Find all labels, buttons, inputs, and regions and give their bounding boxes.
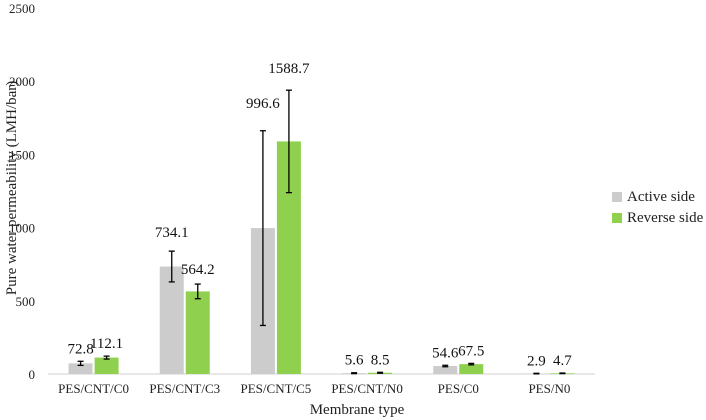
legend-swatch-1 [612,213,622,223]
x-tick-label: PES/C0 [438,381,479,396]
bars [68,141,575,374]
x-tick-label: PES/CNT/C3 [149,381,220,396]
x-tick-label: PES/N0 [528,381,570,396]
y-tick-label: 1000 [9,221,35,236]
y-axis-title: Pure water permeability (LMH/bar) [4,81,20,296]
legend-swatch-0 [612,192,622,202]
bar-reverse-4 [459,364,484,374]
data-label: 1588.7 [268,61,310,77]
y-axis-ticks: 0 500 1000 1500 2000 2500 [9,1,35,382]
x-axis-title: Membrane type [310,402,405,418]
y-tick-label: 0 [29,367,36,382]
data-label: 2.9 [527,353,546,369]
y-tick-label: 2500 [9,1,35,16]
bar-reverse-1 [185,291,210,374]
data-label: 996.6 [246,96,280,112]
legend: Active side Reverse side [612,189,704,226]
x-tick-label: PES/CNT/C5 [241,381,312,396]
error-bars [77,89,566,375]
bar-active-1 [159,266,184,374]
x-axis-ticks: PES/CNT/C0 PES/CNT/C3 PES/CNT/C5 PES/CNT/N0… [58,381,570,396]
x-tick-label: PES/CNT/N0 [331,381,403,396]
data-label: 112.1 [90,336,123,352]
bar-reverse-0 [94,357,119,374]
data-label: 564.2 [181,262,215,278]
bar-active-0 [68,363,93,374]
data-label: 4.7 [553,353,572,369]
x-tick-label: PES/CNT/C0 [58,381,129,396]
data-label: 54.6 [432,345,459,361]
y-tick-label: 500 [16,294,36,309]
data-label: 72.8 [67,341,93,357]
data-label: 8.5 [371,352,390,368]
data-label: 5.6 [345,353,364,369]
data-label: 734.1 [155,225,189,241]
legend-label-1: Reverse side [627,210,704,226]
data-label: 67.5 [458,343,484,359]
bar-active-4 [433,366,458,374]
y-tick-label: 1500 [9,147,35,162]
legend-label-0: Active side [627,189,695,205]
y-tick-label: 2000 [9,74,35,89]
